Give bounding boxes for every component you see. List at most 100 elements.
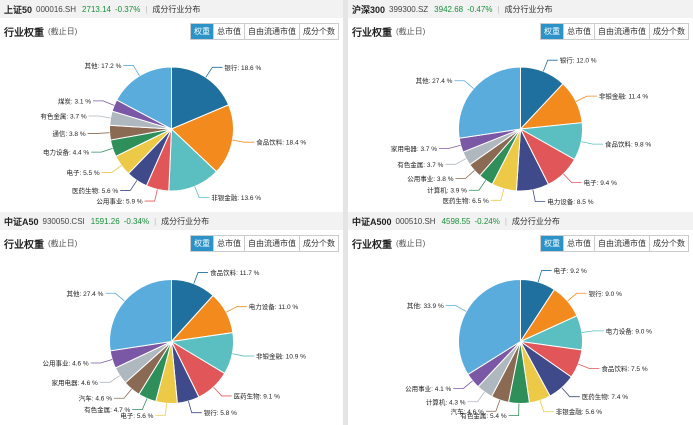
tab-free-float-market-cap[interactable]: 自由流通市值 [594, 24, 649, 39]
panel-csi-a50: 中证A50 930050.CSI 1591.26 -0.34% | 成分行业分布… [0, 212, 343, 425]
cutoff-date-label: (截止日) [48, 26, 78, 36]
slice-label: 电力设备: 8.5 % [547, 197, 593, 206]
industry-weight-pie-chart: 银行: 12.0 % 非银金融: 11.4 % 食品饮料: 9.8 % 电子: 9.4… [391, 56, 652, 206]
index-name[interactable]: 中证A500 [352, 216, 392, 227]
pie-slice[interactable] [458, 278, 521, 376]
industry-weight-pie-chart: 电子: 9.2 % 银行: 9.0 % 电力设备: 9.0 % 食品饮料: 7.5 %… [405, 266, 652, 420]
tab-weight[interactable]: 权重 [541, 236, 563, 251]
slice-label: 电子: 5.6 % [120, 411, 153, 420]
header-separator: | [504, 216, 507, 226]
slice-leader-line [205, 66, 223, 78]
index-code: 000510.SH [395, 216, 436, 226]
slice-label: 其他: 33.9 % [407, 301, 444, 310]
slice-label: 医药生物: 7.4 % [582, 392, 628, 401]
pie-slice[interactable] [458, 66, 521, 139]
cutoff-date-label: (截止日) [396, 26, 426, 36]
slice-label: 非银金融: 5.6 % [556, 407, 602, 416]
header-separator: | [145, 4, 148, 14]
slice-leader-line [445, 158, 467, 165]
slice-label: 其他: 27.4 % [416, 76, 453, 85]
slice-label: 非银金融: 11.4 % [599, 92, 649, 101]
panel-csi-a500: 中证A500 000510.SH 4598.55 -0.24% | 成分行业分布… [348, 212, 693, 425]
slice-label: 家用电器: 4.6 % [52, 378, 98, 387]
chart-title: 行业权重 [4, 27, 44, 39]
tab-total-market-cap[interactable]: 总市值 [563, 236, 594, 251]
slice-label: 银行: 5.8 % [204, 408, 237, 417]
slice-label: 电子: 9.4 % [584, 178, 617, 187]
chart-toolbar: 行业权重 (截止日) 权重 总市值 自由流通市值 成分个数 [348, 18, 693, 44]
metric-tabs: 权重 总市值 自由流通市值 成分个数 [540, 235, 689, 252]
slice-label: 其他: 17.2 % [85, 61, 122, 70]
slice-label: 公用事业: 5.9 % [96, 197, 142, 206]
pie-slice[interactable] [168, 127, 218, 192]
slice-leader-line [113, 388, 132, 399]
slice-label: 食品饮料: 18.4 % [256, 138, 306, 147]
cutoff-date-label: (截止日) [396, 238, 426, 248]
tab-total-market-cap[interactable]: 总市值 [213, 24, 244, 39]
slice-leader-line [232, 139, 255, 143]
tab-constituent-count[interactable]: 成分个数 [649, 24, 688, 39]
slice-label: 煤炭: 3.1 % [58, 96, 91, 105]
tab-free-float-market-cap[interactable]: 自由流通市值 [244, 236, 299, 251]
slice-label: 医药生物: 9.1 % [234, 391, 280, 400]
cutoff-date-label: (截止日) [48, 238, 78, 248]
tab-free-float-market-cap[interactable]: 自由流通市值 [244, 24, 299, 39]
slice-leader-line [539, 400, 554, 413]
slice-leader-line [454, 80, 474, 89]
slice-leader-line [581, 330, 604, 333]
slice-label: 医药生物: 6.5 % [443, 196, 489, 205]
tab-total-market-cap[interactable]: 总市值 [213, 236, 244, 251]
slice-leader-line [455, 170, 475, 179]
slice-leader-line [578, 363, 600, 369]
industry-distribution-label[interactable]: 成分行业分布 [152, 4, 201, 14]
slice-label: 电子: 9.2 % [554, 266, 587, 275]
index-name[interactable]: 中证A50 [4, 216, 39, 227]
panel-csi300: 沪深300 399300.SZ 3942.68 -0.47% | 成分行业分布 … [348, 0, 693, 212]
slice-leader-line [468, 180, 487, 191]
slice-label: 公用事业: 4.1 % [405, 384, 451, 393]
slice-leader-line [508, 403, 520, 416]
slice-label: 家用电器: 3.7 % [391, 144, 437, 153]
tab-total-market-cap[interactable]: 总市值 [563, 24, 594, 39]
slice-label: 电力设备: 4.4 % [43, 148, 89, 157]
industry-distribution-label[interactable]: 成分行业分布 [161, 216, 210, 226]
industry-weight-pie-chart: 银行: 18.6 % 食品饮料: 18.4 % 非银金融: 13.6 % 公用事业: … [40, 61, 306, 206]
index-name[interactable]: 沪深300 [352, 4, 386, 15]
slice-leader-line [581, 141, 603, 145]
pie-slice[interactable] [171, 66, 230, 130]
slice-leader-line [120, 180, 138, 191]
pie-slice[interactable] [116, 66, 172, 130]
index-name[interactable]: 上证50 [4, 4, 33, 15]
slice-leader-line [563, 173, 582, 183]
index-price: 1591.26 [90, 216, 120, 226]
metric-tabs: 权重 总市值 自由流通市值 成分个数 [540, 23, 689, 40]
tab-weight[interactable]: 权重 [191, 24, 213, 39]
index-change: -0.47% [467, 4, 493, 14]
tab-constituent-count[interactable]: 成分个数 [649, 236, 688, 251]
index-header: 沪深300 399300.SZ 3942.68 -0.47% | 成分行业分布 [348, 0, 693, 18]
slice-leader-line [188, 401, 202, 414]
slice-label: 计算机: 3.9 % [427, 186, 467, 195]
tab-free-float-market-cap[interactable]: 自由流通市值 [594, 236, 649, 251]
tab-weight[interactable]: 权重 [541, 24, 563, 39]
header-separator: | [497, 4, 500, 14]
slice-label: 电力设备: 9.0 % [606, 326, 652, 335]
pie-slice[interactable] [170, 104, 234, 173]
chart-title: 行业权重 [352, 27, 392, 39]
slice-leader-line [194, 186, 210, 199]
slice-label: 电子: 5.5 % [66, 168, 99, 177]
index-code: 000016.SH [36, 4, 77, 14]
slice-leader-line [213, 386, 232, 397]
index-change: -0.37% [114, 4, 141, 14]
tab-constituent-count[interactable]: 成分个数 [299, 24, 338, 39]
industry-distribution-label[interactable]: 成分行业分布 [504, 4, 553, 14]
tab-weight[interactable]: 权重 [191, 236, 213, 251]
chart-title: 行业权重 [352, 239, 392, 251]
metric-tabs: 权重 总市值 自由流通市值 成分个数 [190, 23, 339, 40]
slice-leader-line [193, 272, 209, 284]
pie-slice[interactable] [109, 278, 172, 352]
slice-label: 食品饮料: 11.7 % [210, 268, 260, 277]
slice-label: 通信: 3.8 % [52, 129, 85, 138]
industry-distribution-label[interactable]: 成分行业分布 [511, 216, 560, 226]
tab-constituent-count[interactable]: 成分个数 [299, 236, 338, 251]
